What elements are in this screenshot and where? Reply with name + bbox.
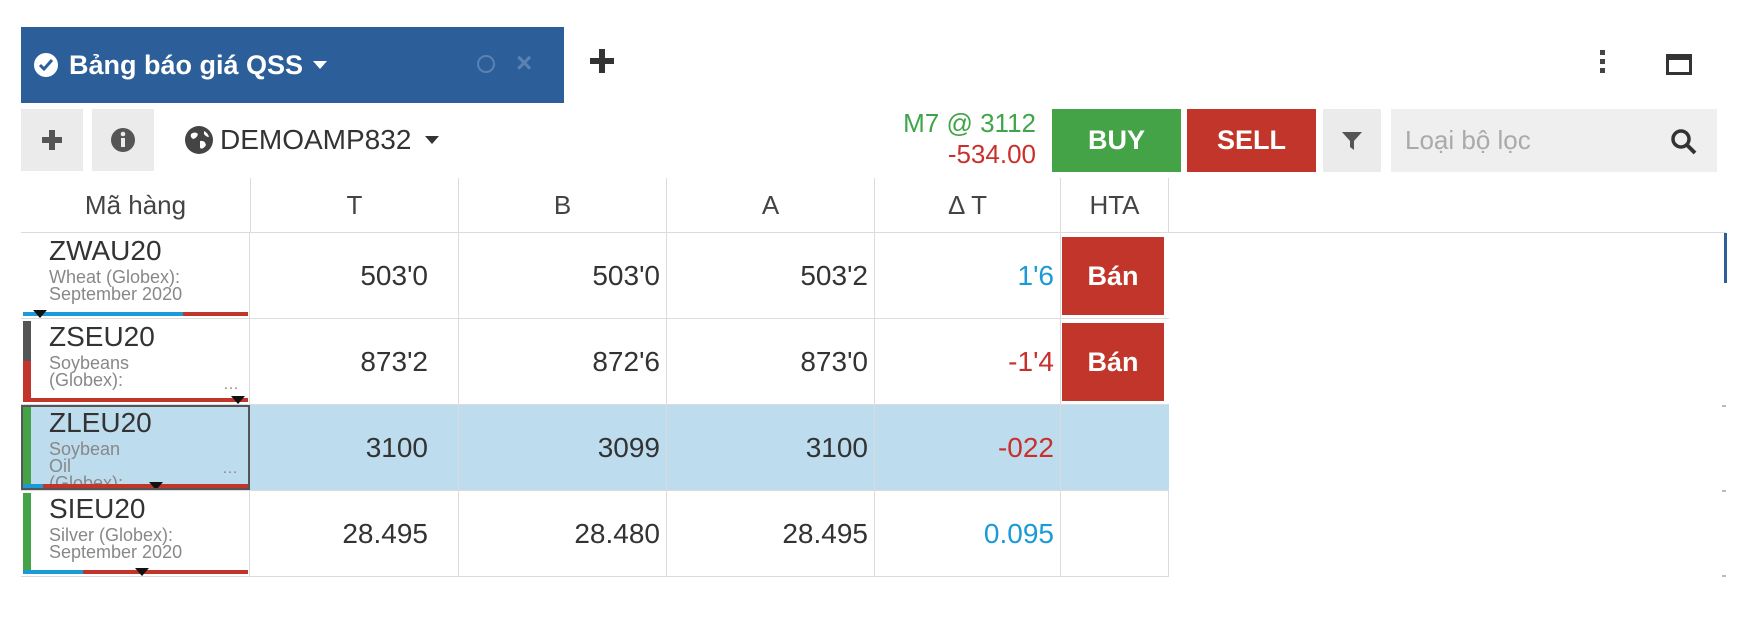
globe-icon [185, 126, 213, 154]
scroll-tick [1722, 575, 1726, 577]
maximize-icon[interactable] [1666, 54, 1692, 75]
change-value: -1'4 [875, 319, 1061, 404]
add-tab-button[interactable] [588, 47, 616, 75]
table-row[interactable]: ZWAU20 Wheat (Globex): September 2020 50… [21, 233, 1169, 319]
ask-ratio-bar [183, 312, 248, 316]
add-symbol-button[interactable] [21, 109, 83, 171]
marker-triangle-icon [149, 482, 163, 488]
position-indicator [23, 493, 31, 573]
symbol-cell[interactable]: ZLEU20 Soybean Oil (Globex): … [21, 405, 250, 490]
bid-price[interactable]: 3099 [459, 405, 667, 490]
position-indicator [23, 407, 31, 486]
symbol-cell[interactable]: ZSEU20 Soybeans (Globex): … [21, 319, 250, 404]
bid-price[interactable]: 872'6 [459, 319, 667, 404]
last-price: 873'2 [251, 319, 459, 404]
position-indicator [23, 361, 31, 401]
chevron-down-icon [425, 136, 440, 144]
symbol-cell[interactable]: ZWAU20 Wheat (Globex): September 2020 [21, 233, 250, 318]
hta-cell [1061, 491, 1169, 576]
sell-action-button[interactable]: Bán [1062, 323, 1164, 401]
ask-price[interactable]: 3100 [667, 405, 875, 490]
table-row[interactable]: ZSEU20 Soybeans (Globex): … 873'2 872'6 … [21, 319, 1169, 405]
ask-price[interactable]: 503'2 [667, 233, 875, 318]
ask-ratio-bar [83, 570, 248, 574]
filter-button[interactable] [1323, 109, 1381, 172]
position-label: M7 @ 3112 [903, 108, 1036, 138]
change-value: 0.095 [875, 491, 1061, 576]
ask-price[interactable]: 873'0 [667, 319, 875, 404]
info-icon [111, 128, 135, 152]
ask-ratio-bar [23, 398, 248, 402]
symbol-description: Silver (Globex): September 2020 [49, 525, 183, 562]
ellipsis-icon: … [223, 376, 239, 393]
symbol-code: ZLEU20 [49, 407, 152, 438]
bid-ratio-bar [23, 484, 43, 488]
tab-quote-board[interactable]: Bảng báo giá QSS × [21, 27, 564, 103]
marker-triangle-icon [33, 310, 47, 318]
sell-action-button[interactable]: Bán [1062, 237, 1164, 315]
buy-button[interactable]: BUY [1052, 109, 1181, 172]
bid-ratio-bar [23, 570, 83, 574]
search-icon[interactable] [1670, 128, 1698, 156]
position-indicator [23, 321, 31, 361]
symbol-code: ZWAU20 [49, 235, 162, 266]
position-summary: M7 @ 3112 -534.00 [903, 108, 1036, 170]
last-price: 3100 [251, 405, 459, 490]
check-circle-icon [34, 53, 58, 77]
table-row[interactable]: SIEU20 Silver (Globex): September 2020 2… [21, 491, 1169, 577]
column-header-symbol[interactable]: Mã hàng [21, 178, 251, 232]
scroll-tick [1722, 405, 1726, 407]
symbol-code: ZSEU20 [49, 321, 155, 352]
filter-icon [1342, 131, 1362, 150]
ask-price[interactable]: 28.495 [667, 491, 875, 576]
bid-price[interactable]: 28.480 [459, 491, 667, 576]
pnl-label: -534.00 [947, 139, 1036, 169]
marker-triangle-icon [231, 396, 245, 404]
info-button[interactable] [92, 109, 154, 171]
column-header-ask[interactable]: A [667, 178, 875, 232]
symbol-description: Soybean Oil (Globex): [49, 439, 124, 490]
symbol-description: Wheat (Globex): September 2020 [49, 267, 183, 304]
symbol-description: Soybeans (Globex): [49, 353, 130, 390]
tab-title: Bảng báo giá QSS [69, 49, 304, 80]
ask-ratio-bar [43, 484, 248, 488]
table-row-selected[interactable]: ZLEU20 Soybean Oil (Globex): … 3100 3099… [21, 405, 1169, 491]
bid-price[interactable]: 503'0 [459, 233, 667, 318]
column-header-bid[interactable]: B [459, 178, 667, 232]
change-value: -022 [875, 405, 1061, 490]
marker-triangle-icon [135, 568, 149, 576]
sell-button[interactable]: SELL [1187, 109, 1316, 172]
more-options-icon[interactable] [1600, 50, 1605, 77]
circle-icon[interactable] [477, 55, 495, 73]
account-selector[interactable]: DEMOAMP832 [184, 124, 440, 156]
column-header-last[interactable]: T [251, 178, 459, 232]
account-label: DEMOAMP832 [220, 124, 412, 155]
column-header-change[interactable]: Δ T [875, 178, 1061, 232]
last-price: 503'0 [251, 233, 459, 318]
last-price: 28.495 [251, 491, 459, 576]
column-header-hta[interactable]: HTA [1061, 178, 1169, 232]
symbol-cell[interactable]: SIEU20 Silver (Globex): September 2020 [21, 491, 250, 576]
filter-input[interactable] [1391, 109, 1717, 172]
scroll-tick [1722, 490, 1726, 492]
plus-icon [42, 130, 62, 150]
chevron-down-icon[interactable] [313, 61, 328, 69]
scrollbar-thumb[interactable] [1724, 233, 1727, 283]
ellipsis-icon: … [222, 460, 238, 477]
bid-ratio-bar [23, 312, 183, 316]
symbol-code: SIEU20 [49, 493, 146, 524]
header-divider [21, 232, 1726, 233]
close-icon[interactable]: × [516, 47, 533, 78]
change-value: 1'6 [875, 233, 1061, 318]
